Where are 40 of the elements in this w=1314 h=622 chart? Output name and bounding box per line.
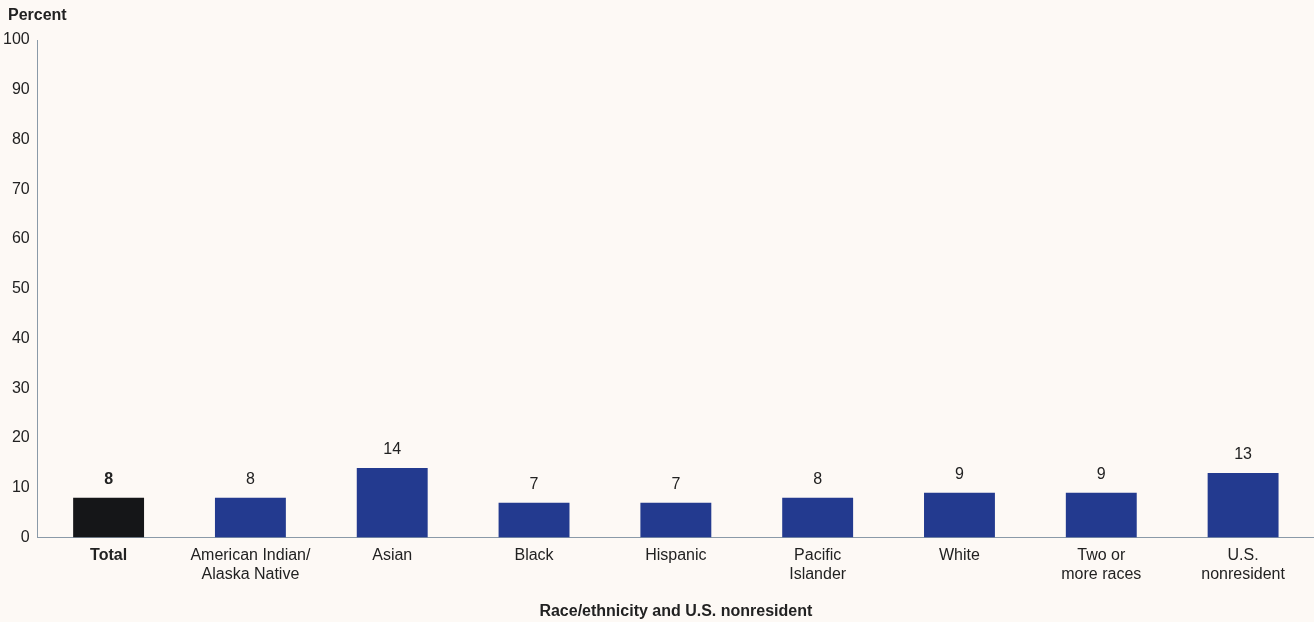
data-label: 13 (1234, 445, 1253, 463)
x-axis-title: Race/ethnicity and U.S. nonresident (539, 602, 813, 620)
x-tick-label: American Indian/ Alaska Native (190, 545, 311, 582)
bar (1207, 472, 1279, 538)
x-tick-label: Two or more races (1061, 545, 1142, 582)
y-tick-label: 80 (11, 129, 30, 147)
bar (640, 502, 712, 538)
bar (498, 502, 570, 538)
x-tick-label: Total (90, 545, 128, 563)
x-tick-label: Pacific Islander (789, 545, 847, 582)
y-tick-label: 0 (20, 528, 30, 546)
y-tick-label: 70 (11, 179, 30, 197)
x-tick-label: Asian (372, 545, 413, 563)
y-tick-label: 90 (11, 80, 30, 98)
y-axis-title: Percent (8, 6, 68, 24)
data-label: 7 (529, 475, 539, 493)
bar (924, 492, 995, 538)
bar (1065, 492, 1137, 538)
x-tick-label: White (939, 545, 981, 563)
bar (782, 497, 854, 538)
bar (73, 497, 145, 538)
y-tick-label: 100 (2, 30, 30, 48)
data-label: 9 (955, 465, 965, 483)
y-tick-label: 20 (11, 428, 30, 446)
y-tick-label: 40 (11, 328, 30, 346)
y-tick-label: 60 (11, 229, 30, 247)
y-tick-label: 50 (11, 279, 30, 297)
y-tick-label: 10 (11, 478, 30, 496)
data-label: 7 (671, 475, 681, 493)
x-tick-label: Black (514, 545, 555, 563)
data-label: 8 (245, 470, 255, 488)
data-label: 8 (813, 470, 823, 488)
data-label: 8 (104, 470, 114, 488)
bar (214, 497, 286, 538)
data-label: 9 (1096, 465, 1106, 483)
x-tick-label: Hispanic (645, 545, 707, 563)
x-tick-label: U.S. nonresident (1201, 545, 1286, 582)
bar (356, 467, 428, 538)
data-label: 14 (383, 440, 402, 458)
y-tick-label: 30 (11, 378, 30, 396)
